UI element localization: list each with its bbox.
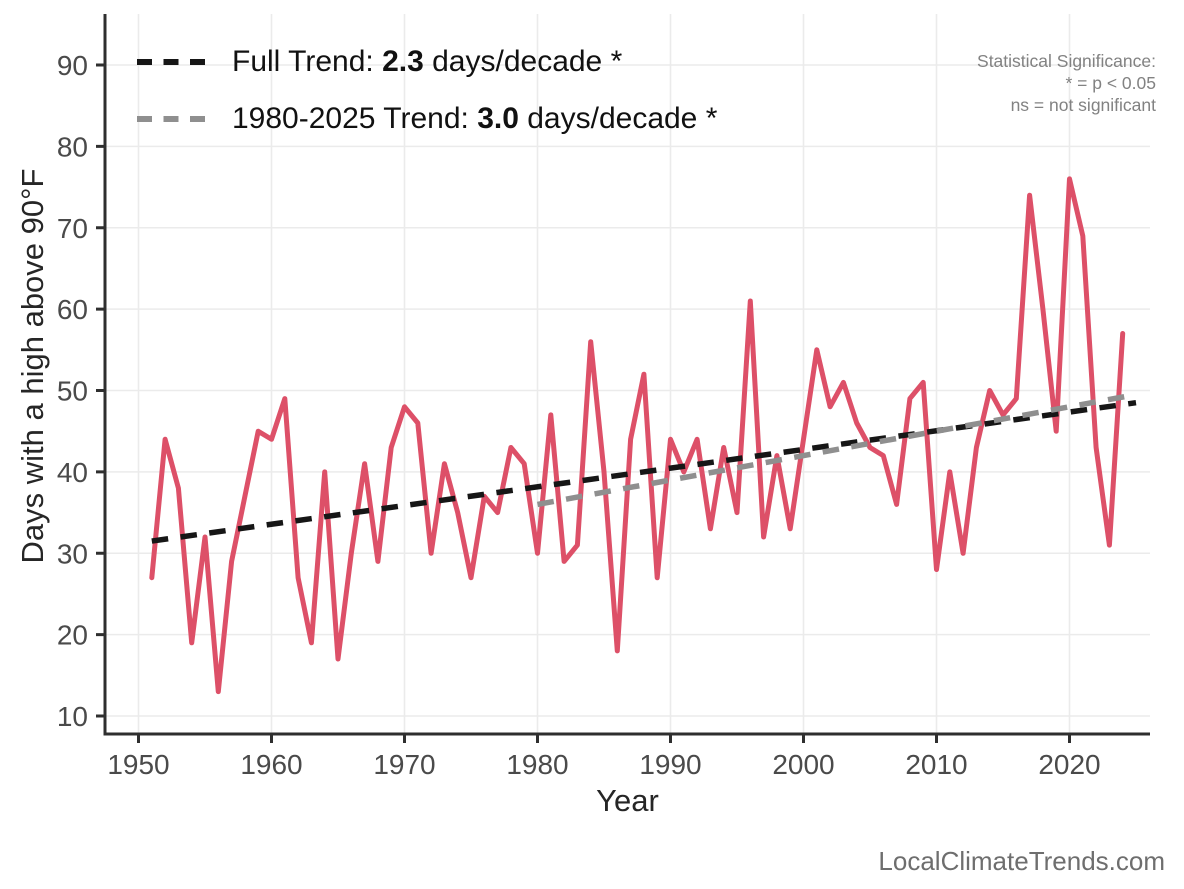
- x-tick-label: 2010: [905, 749, 967, 780]
- legend-label-recent-trend: 1980-2025 Trend: 3.0 days/decade *: [232, 102, 717, 136]
- legend-recent-prefix: 1980-2025 Trend:: [232, 102, 478, 135]
- y-tick-label: 40: [57, 457, 88, 488]
- watermark: LocalClimateTrends.com: [878, 846, 1165, 876]
- y-tick-label: 60: [57, 294, 88, 325]
- significance-note-title: Statistical Significance:: [977, 51, 1156, 71]
- y-tick-label: 80: [57, 131, 88, 162]
- annual-series-line: [149, 176, 1126, 695]
- significance-note-star: * = p < 0.05: [1065, 73, 1157, 93]
- x-tick-label: 1950: [107, 749, 169, 780]
- recent-trend-dash-icon: [137, 116, 207, 122]
- y-tick-label: 30: [57, 538, 88, 569]
- legend-full-rate: 2.3: [382, 45, 424, 78]
- legend-recent-rate: 3.0: [477, 102, 519, 135]
- significance-note-ns: ns = not significant: [1010, 95, 1156, 115]
- y-axis-title: Days with a high above 90°F: [15, 168, 50, 564]
- recent-trend-line: [537, 391, 1137, 508]
- x-tick-label: 2000: [772, 749, 834, 780]
- y-tick-label: 20: [57, 620, 88, 651]
- y-tick-label: 90: [57, 50, 88, 81]
- legend-item-full-trend: Full Trend: 2.3 days/decade *: [136, 40, 717, 84]
- legend-full-prefix: Full Trend:: [232, 45, 383, 78]
- x-tick-label: 1960: [240, 749, 302, 780]
- full-trend-dash-icon: [137, 59, 207, 65]
- significance-note: Statistical Significance: * = p < 0.05 n…: [977, 50, 1156, 116]
- y-tick-label: 10: [57, 701, 88, 732]
- legend-label-full-trend: Full Trend: 2.3 days/decade *: [232, 45, 622, 79]
- legend-item-recent-trend: 1980-2025 Trend: 3.0 days/decade *: [136, 97, 717, 141]
- x-tick-label: 2020: [1038, 749, 1100, 780]
- legend-recent-suffix: days/decade *: [518, 102, 718, 135]
- y-tick-label: 50: [57, 376, 88, 407]
- legend: Full Trend: 2.3 days/decade * 1980-2025 …: [136, 40, 717, 141]
- x-axis-title: Year: [596, 783, 659, 818]
- y-tick-label: 70: [57, 213, 88, 244]
- x-tick-label: 1990: [639, 749, 701, 780]
- x-tick-label: 1970: [373, 749, 435, 780]
- legend-full-suffix: days/decade *: [423, 45, 623, 78]
- x-tick-label: 1980: [506, 749, 568, 780]
